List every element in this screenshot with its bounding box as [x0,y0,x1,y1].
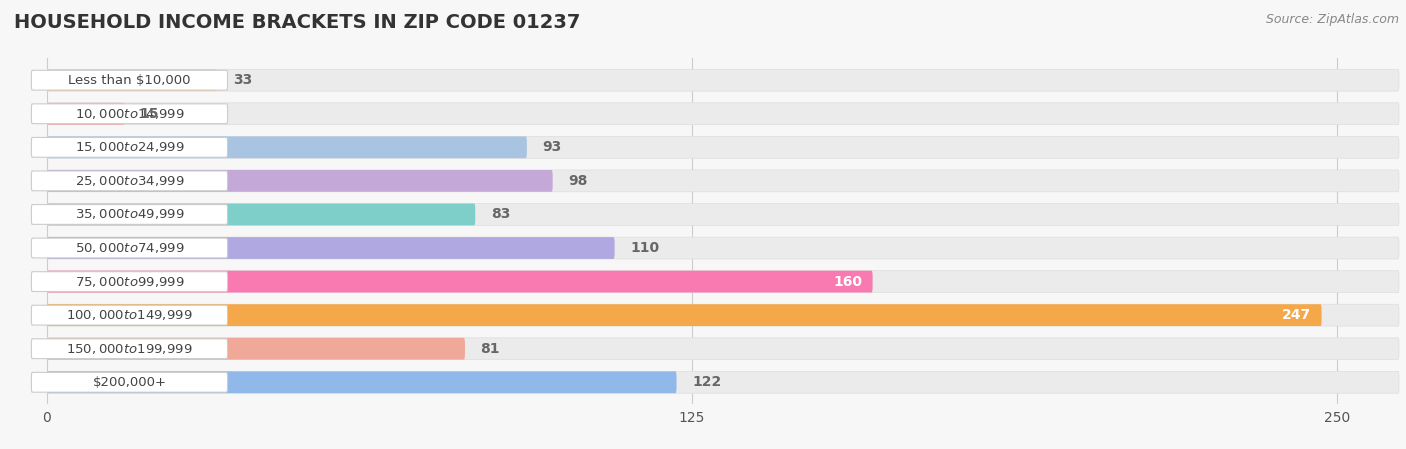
FancyBboxPatch shape [46,103,124,125]
FancyBboxPatch shape [46,136,1399,158]
Text: 247: 247 [1282,308,1312,322]
Text: $50,000 to $74,999: $50,000 to $74,999 [75,241,184,255]
FancyBboxPatch shape [31,272,228,291]
FancyBboxPatch shape [31,171,228,191]
FancyBboxPatch shape [31,305,228,325]
Text: $150,000 to $199,999: $150,000 to $199,999 [66,342,193,356]
Text: HOUSEHOLD INCOME BRACKETS IN ZIP CODE 01237: HOUSEHOLD INCOME BRACKETS IN ZIP CODE 01… [14,13,581,32]
Text: 15: 15 [139,107,159,121]
Text: $100,000 to $149,999: $100,000 to $149,999 [66,308,193,322]
Text: $200,000+: $200,000+ [93,376,166,389]
FancyBboxPatch shape [46,338,465,360]
Text: 98: 98 [568,174,588,188]
FancyBboxPatch shape [46,170,553,192]
FancyBboxPatch shape [46,237,614,259]
FancyBboxPatch shape [46,203,1399,225]
Text: 122: 122 [692,375,721,389]
FancyBboxPatch shape [31,339,228,359]
FancyBboxPatch shape [31,104,228,123]
FancyBboxPatch shape [31,238,228,258]
Text: 83: 83 [491,207,510,221]
FancyBboxPatch shape [46,271,873,292]
Text: 93: 93 [543,141,561,154]
Text: $35,000 to $49,999: $35,000 to $49,999 [75,207,184,221]
Text: $25,000 to $34,999: $25,000 to $34,999 [75,174,184,188]
FancyBboxPatch shape [31,137,228,157]
FancyBboxPatch shape [46,136,527,158]
FancyBboxPatch shape [46,338,1399,360]
FancyBboxPatch shape [46,237,1399,259]
FancyBboxPatch shape [46,103,1399,125]
FancyBboxPatch shape [46,170,1399,192]
FancyBboxPatch shape [46,371,676,393]
Text: $75,000 to $99,999: $75,000 to $99,999 [75,275,184,289]
FancyBboxPatch shape [46,304,1322,326]
FancyBboxPatch shape [46,271,1399,292]
Text: $15,000 to $24,999: $15,000 to $24,999 [75,141,184,154]
Text: 160: 160 [834,275,862,289]
Text: Less than $10,000: Less than $10,000 [69,74,191,87]
FancyBboxPatch shape [46,203,475,225]
FancyBboxPatch shape [46,69,217,91]
FancyBboxPatch shape [31,70,228,90]
Text: 110: 110 [630,241,659,255]
Text: $10,000 to $14,999: $10,000 to $14,999 [75,107,184,121]
FancyBboxPatch shape [46,69,1399,91]
FancyBboxPatch shape [31,372,228,392]
Text: Source: ZipAtlas.com: Source: ZipAtlas.com [1265,13,1399,26]
FancyBboxPatch shape [46,371,1399,393]
FancyBboxPatch shape [46,304,1399,326]
FancyBboxPatch shape [31,205,228,224]
Text: 33: 33 [232,73,252,87]
Text: 81: 81 [481,342,501,356]
